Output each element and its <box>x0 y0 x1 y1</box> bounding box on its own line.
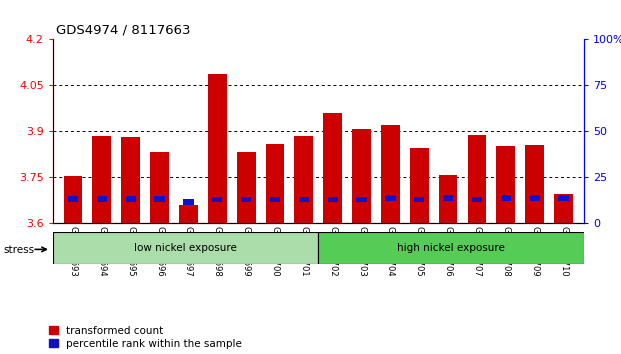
Bar <box>385 195 396 201</box>
Text: low nickel exposure: low nickel exposure <box>134 243 237 253</box>
Bar <box>381 125 400 223</box>
Bar <box>299 196 309 202</box>
Bar <box>443 195 453 201</box>
Legend: transformed count, percentile rank within the sample: transformed count, percentile rank withi… <box>48 326 242 349</box>
Bar <box>294 136 313 223</box>
Bar <box>414 196 424 202</box>
Bar <box>558 195 569 201</box>
Bar <box>472 196 482 202</box>
Bar <box>63 176 83 223</box>
Bar <box>68 196 78 201</box>
Bar <box>356 196 367 202</box>
Bar <box>125 196 136 201</box>
Bar <box>266 144 284 223</box>
Bar <box>155 196 165 201</box>
Bar <box>183 199 194 205</box>
Text: GDS4974 / 8117663: GDS4974 / 8117663 <box>56 23 191 36</box>
Bar <box>212 196 222 202</box>
Bar <box>324 113 342 223</box>
Bar <box>410 148 428 223</box>
Bar <box>554 194 573 223</box>
Bar <box>237 152 255 223</box>
Bar <box>496 146 515 223</box>
Bar <box>241 196 252 202</box>
FancyBboxPatch shape <box>319 232 584 264</box>
Bar <box>270 196 280 202</box>
Bar <box>179 205 197 223</box>
Bar <box>327 196 338 202</box>
Bar <box>93 136 111 223</box>
Bar <box>352 130 371 223</box>
Bar <box>150 152 169 223</box>
Bar <box>530 195 540 201</box>
Bar <box>439 175 458 223</box>
Bar <box>468 135 486 223</box>
Bar <box>208 74 227 223</box>
Bar <box>525 145 544 223</box>
Bar <box>121 137 140 223</box>
Text: stress: stress <box>3 245 34 255</box>
Bar <box>501 195 511 201</box>
Bar <box>97 196 107 201</box>
FancyBboxPatch shape <box>53 232 319 264</box>
Text: high nickel exposure: high nickel exposure <box>397 243 505 253</box>
